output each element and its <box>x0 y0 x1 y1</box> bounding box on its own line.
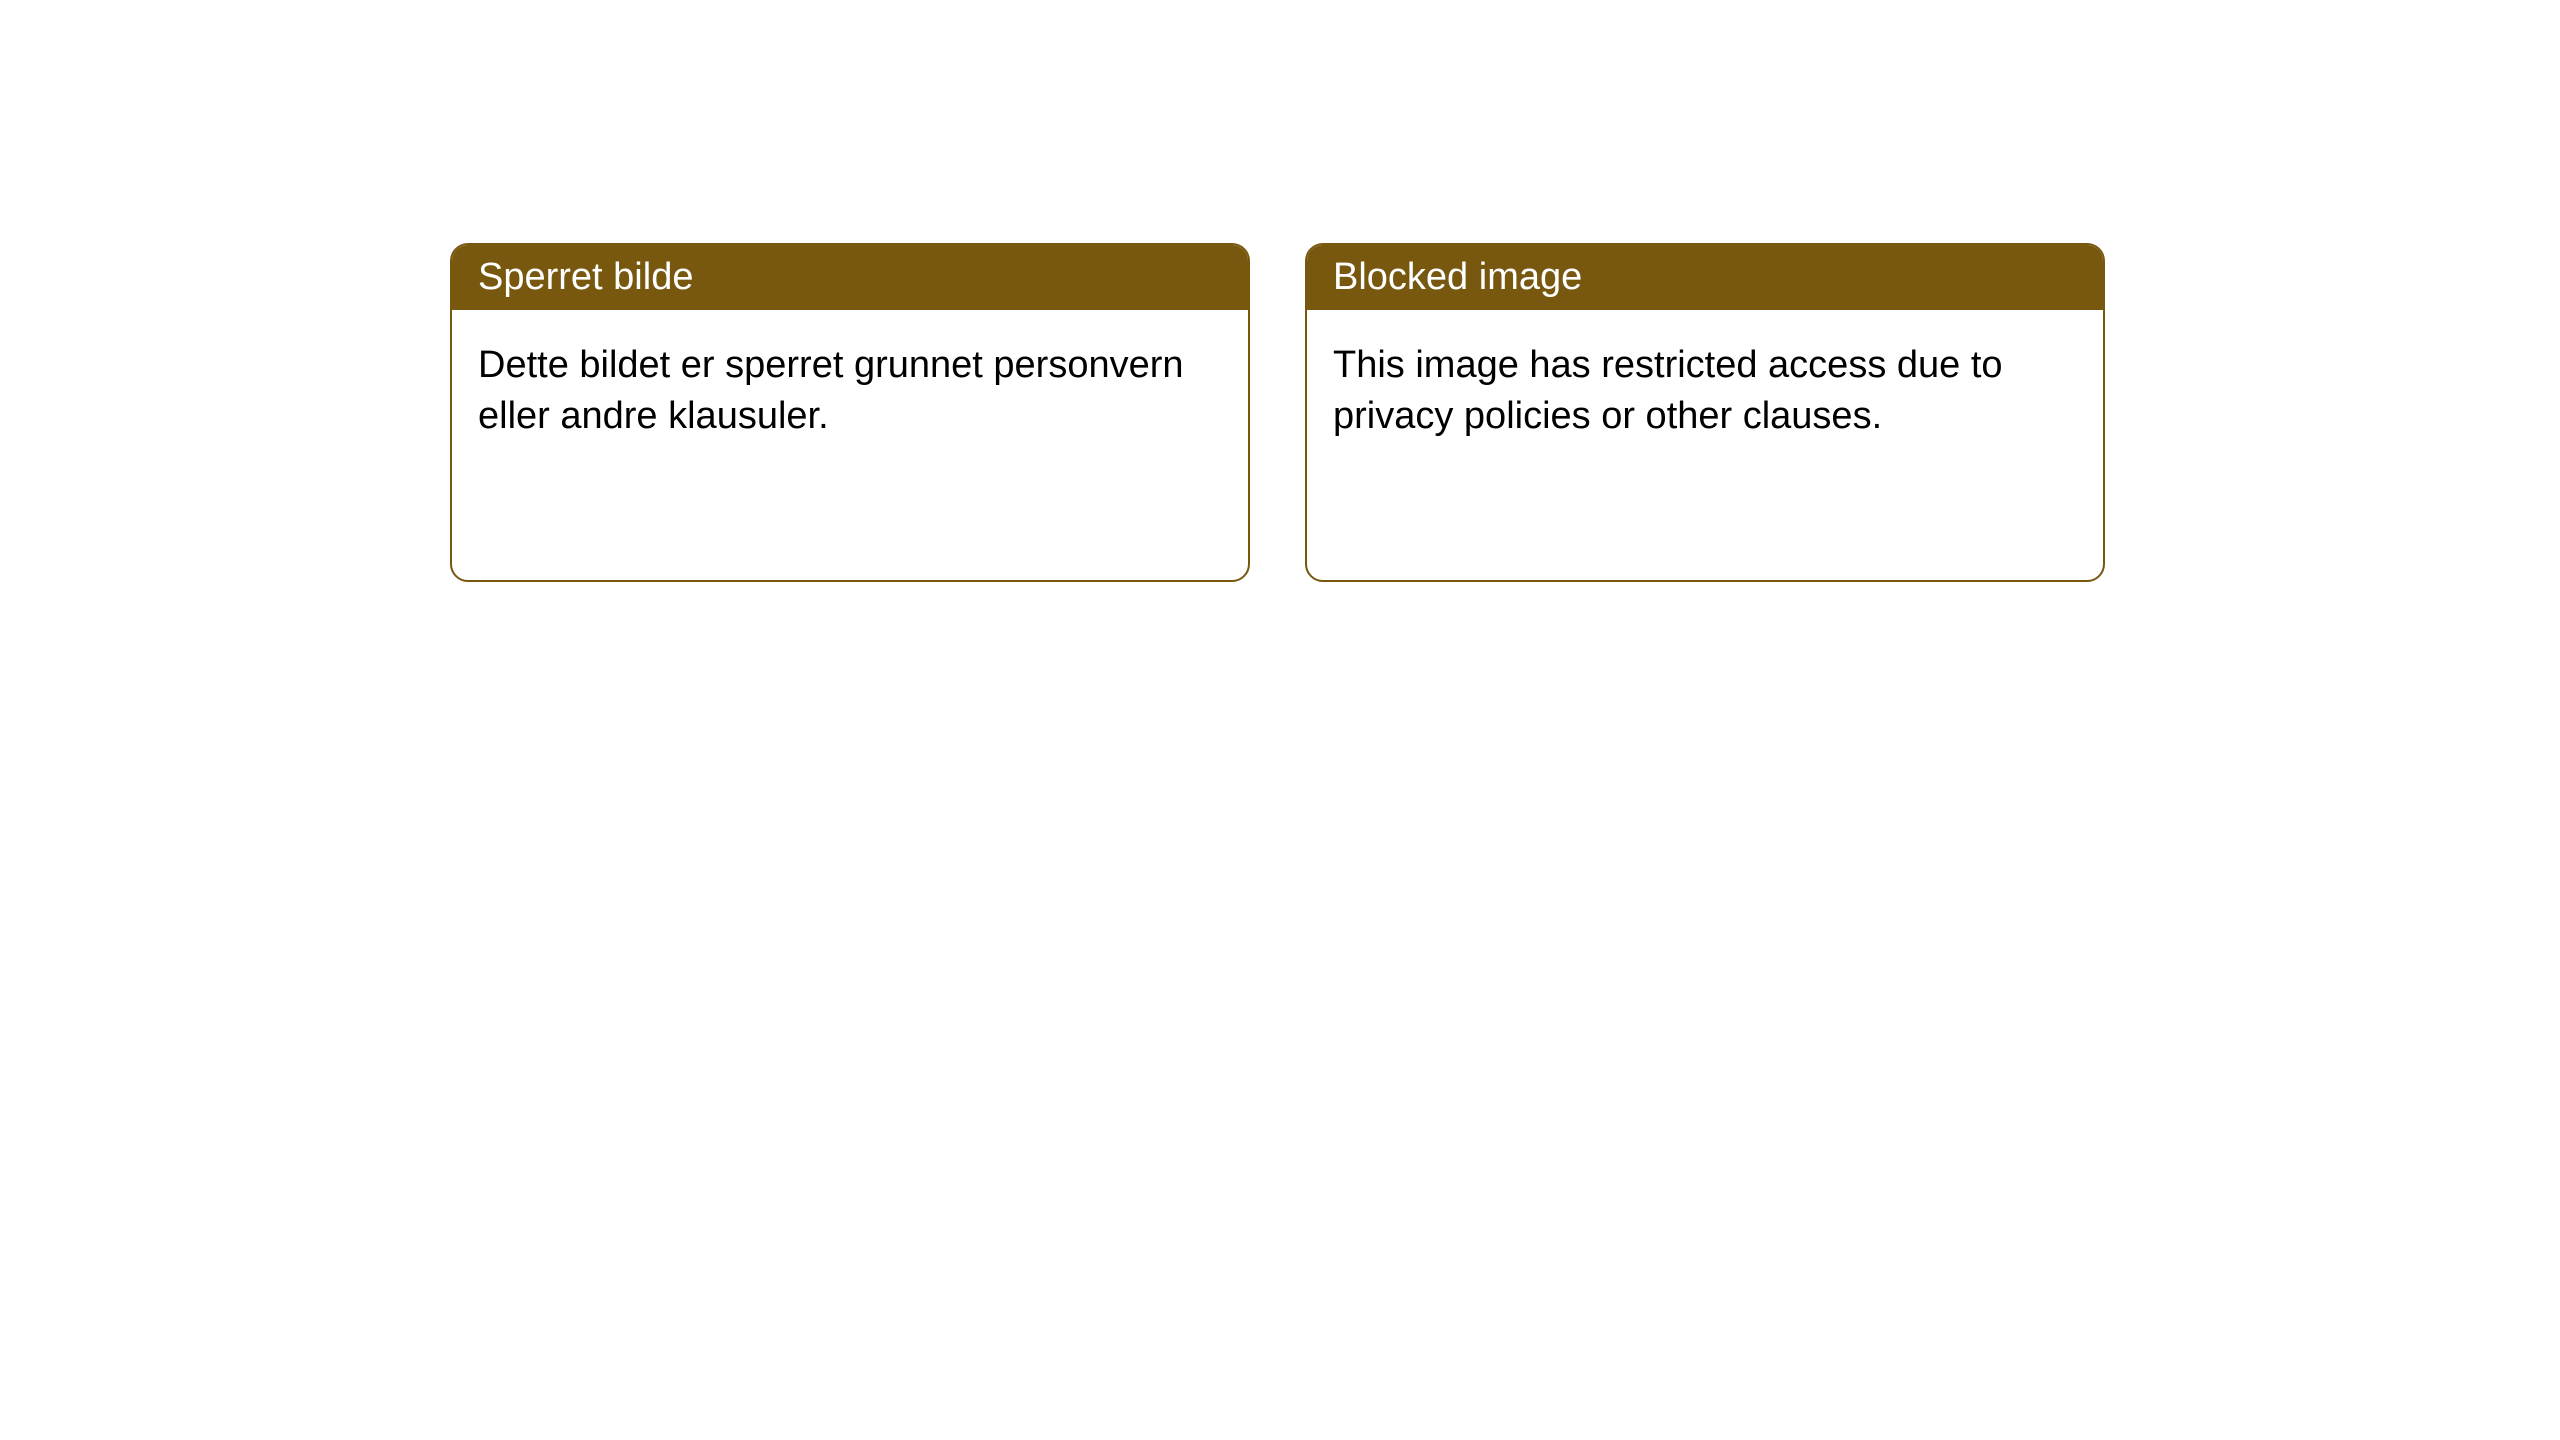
notice-title: Sperret bilde <box>452 245 1248 310</box>
notice-body: Dette bildet er sperret grunnet personve… <box>452 310 1248 580</box>
notice-card-english: Blocked image This image has restricted … <box>1305 243 2105 582</box>
notice-title: Blocked image <box>1307 245 2103 310</box>
notice-container: Sperret bilde Dette bildet er sperret gr… <box>450 243 2105 582</box>
notice-body: This image has restricted access due to … <box>1307 310 2103 580</box>
notice-card-norwegian: Sperret bilde Dette bildet er sperret gr… <box>450 243 1250 582</box>
